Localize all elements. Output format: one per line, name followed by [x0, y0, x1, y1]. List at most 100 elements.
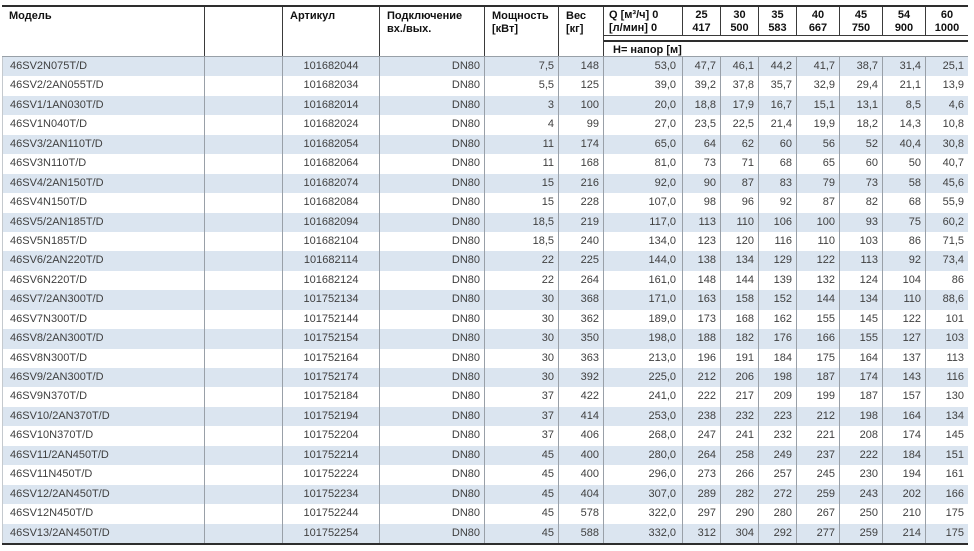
head-value-cell: 155: [797, 309, 840, 330]
head-value-cell: 198: [759, 368, 797, 388]
head-value-cell: 145: [945, 429, 964, 442]
head-value-cell: 312: [683, 523, 721, 543]
head-value-cell: 191: [721, 348, 759, 368]
flow-lmin-value: 750: [851, 22, 871, 34]
gap-cell: [205, 329, 283, 349]
head-value-cell: 92: [883, 251, 926, 271]
connection-cell: DN80: [380, 348, 485, 368]
q0-head-cell: 92,0: [604, 173, 683, 194]
table-row: 46SV2/2AN055T/D 101682034 DN80 5,5 125 39,0 39…: [2, 76, 968, 96]
column-header-model: Модель: [2, 7, 205, 56]
head-value-cell: 32,9: [797, 76, 840, 96]
head-value-cell: 173: [683, 309, 721, 330]
power-cell: 22: [485, 251, 559, 271]
head-value-cell: 243: [840, 484, 883, 505]
article-cell: 101752164: [283, 348, 380, 368]
q0-head-cell: 189,0: [604, 309, 683, 330]
flow-lmin-value: 900: [894, 22, 914, 34]
head-value-cell: 144: [797, 290, 840, 310]
head-value-cell: 175: [945, 507, 964, 520]
connection-cell: DN80: [380, 212, 485, 232]
head-value-cell: 134: [721, 251, 759, 271]
head-value-cell: 257: [759, 465, 797, 485]
gap-cell: [205, 290, 283, 310]
head-value-cell: 273: [683, 465, 721, 485]
head-value-cell: 60: [840, 154, 883, 174]
head-value-cell: 176: [759, 329, 797, 349]
power-cell: 22: [485, 270, 559, 291]
connection-cell: DN80: [380, 465, 485, 485]
head-value-cell: 116: [946, 371, 964, 383]
head-value-cell: 196: [683, 348, 721, 368]
model-cell: 46SV3/2AN110T/D: [2, 134, 205, 155]
q0-head-cell: 53,0: [604, 57, 683, 77]
connection-cell: DN80: [380, 329, 485, 349]
head-value-cell: 64: [683, 134, 721, 155]
head-value-cell: 137: [883, 348, 926, 368]
head-value-cell: 187: [840, 387, 883, 407]
weight-cell: 363: [559, 348, 604, 368]
head-value-cell: 250: [840, 504, 883, 524]
head-value-cell: 122: [797, 251, 840, 271]
column-header-weight: Вес [кг]: [559, 7, 604, 56]
head-value-cell: 50: [883, 154, 926, 174]
head-value-cell: 38,7: [840, 57, 883, 77]
gap-cell: [205, 231, 283, 252]
head-value-cell: 25,1: [942, 60, 964, 72]
head-value-cell: 13,9: [942, 79, 964, 92]
column-header-q-line1: Q [м³/ч] 0: [609, 9, 659, 21]
head-value-cell: 304: [721, 523, 759, 543]
head-value-cell: 132: [797, 270, 840, 291]
flow-column-header: 25 417: [683, 7, 721, 36]
head-value-cell: 60: [759, 134, 797, 155]
weight-cell: 100: [559, 95, 604, 116]
head-value-cell: 98: [683, 193, 721, 213]
head-value-cell: 75: [883, 212, 926, 232]
power-cell: 11: [485, 134, 559, 155]
head-value-cell: 45,6: [942, 176, 964, 189]
weight-cell: 168: [559, 154, 604, 174]
gap-cell: [205, 134, 283, 155]
model-cell: 46SV11N450T/D: [2, 465, 205, 485]
column-header-q: Q [м³/ч] 0 [л/мин] 0: [604, 7, 683, 36]
head-value-cell: 214: [883, 523, 926, 543]
head-value-cell: 93: [840, 212, 883, 232]
table-row: 46SV10/2AN370T/D 101752194 DN80 37 414 253,0 2…: [2, 406, 968, 427]
head-value-cell: 39,2: [683, 76, 721, 96]
gap-cell: [205, 445, 283, 466]
connection-cell: DN80: [380, 134, 485, 155]
connection-cell: DN80: [380, 154, 485, 174]
head-value-cell: 116: [759, 231, 797, 252]
flow-header-row: Q [м³/ч] 0 [л/мин] 0 25 417 30 500 35 583 40 66…: [604, 7, 968, 36]
column-header-weight-line1: Вес: [566, 10, 587, 22]
head-value-cell: 209: [759, 387, 797, 407]
connection-cell: DN80: [380, 523, 485, 543]
article-cell: 101682054: [283, 134, 380, 155]
head-value-cell: 266: [721, 465, 759, 485]
q0-head-cell: 253,0: [604, 406, 683, 427]
head-value-cell: 90: [683, 173, 721, 194]
model-cell: 46SV1/1AN030T/D: [2, 95, 205, 116]
gap-cell: [205, 154, 283, 174]
head-value-cell: 277: [797, 523, 840, 543]
connection-cell: DN80: [380, 445, 485, 466]
head-subheader: Н= напор [м]: [604, 42, 968, 56]
column-header-connection-line1: Подключение: [387, 10, 463, 22]
head-value-cell: 127: [883, 329, 926, 349]
table-header: Модель Артикул Подключение вх./вых. Мощн…: [2, 5, 968, 57]
model-cell: 46SV2N075T/D: [2, 57, 205, 77]
gap-cell: [205, 193, 283, 213]
head-value-cell: 212: [683, 368, 721, 388]
connection-cell: DN80: [380, 406, 485, 427]
head-value-cell: 158: [721, 290, 759, 310]
head-value-cell: 134: [840, 290, 883, 310]
head-value-cell: 14,3: [883, 115, 926, 135]
head-value-cell: 130: [945, 390, 964, 403]
head-value-cell: 124: [840, 270, 883, 291]
gap-cell: [205, 76, 283, 96]
head-value-cell: 187: [797, 368, 840, 388]
connection-cell: DN80: [380, 309, 485, 330]
head-value-cell: 30,8: [942, 137, 964, 150]
model-cell: 46SV7/2AN300T/D: [2, 290, 205, 310]
head-value-cell: 297: [683, 504, 721, 524]
